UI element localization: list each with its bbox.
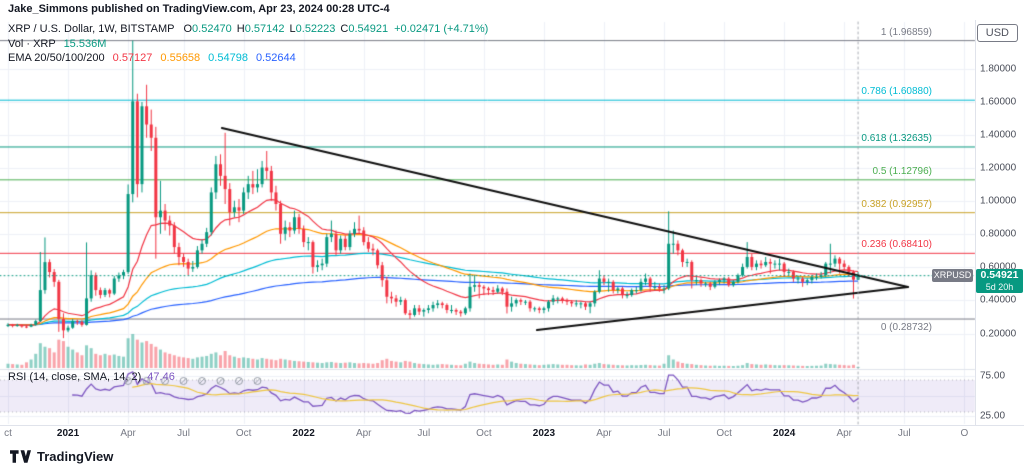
brand-lockup[interactable]: TradingView: [10, 449, 113, 464]
currency-button[interactable]: USD: [976, 24, 1018, 42]
footer-brand: TradingView: [37, 449, 114, 464]
current-price-badge: 0.54921 5d 20h: [976, 269, 1023, 293]
publisher-note: Jake_Simmons published on TradingView.co…: [8, 3, 390, 15]
time-axis-label: ct: [4, 428, 12, 439]
time-axis-label: Jul: [177, 428, 190, 439]
price-axis-label: 1.00000: [980, 195, 1017, 207]
time-axis-label: Oct: [476, 428, 492, 439]
ema-value: 0.52644: [255, 52, 296, 64]
price-axis-label: 0.80000: [980, 228, 1017, 240]
tradingview-logo-icon: [10, 450, 31, 463]
symbol-price-badge: XRPUSD: [932, 269, 973, 282]
price-axis-label: 1.20000: [980, 162, 1017, 174]
bar-countdown: 5d 20h: [985, 282, 1014, 292]
low-value: 0.52223: [295, 23, 336, 35]
rsi-axis-label: 75.00: [980, 370, 1006, 382]
price-axis-label: 0.20000: [980, 328, 1017, 339]
high-value: 0.57142: [244, 23, 285, 35]
open-value: 0.52470: [192, 23, 232, 35]
time-axis-label: 2022: [292, 428, 315, 439]
time-axis-label: Jul: [417, 428, 431, 439]
low-label: L: [289, 23, 296, 35]
open-label: O: [183, 23, 193, 35]
ema-value: 0.54798: [208, 52, 248, 64]
price-axis-label: 0.60000: [980, 261, 1017, 273]
high-label: H: [236, 23, 245, 35]
rsi-label: RSI (14, close, SMA, 14, 2): [8, 371, 142, 383]
ema-legend: EMA 20/50/100/200 0.57127 0.55658 0.54798 0.…: [8, 52, 296, 64]
price-axis-label: 1.40000: [980, 129, 1017, 141]
price-axis[interactable]: 1.80000 1.60000 1.40000 1.20000 1.00000 0.800…: [975, 20, 1024, 443]
time-axis-label: Apr: [836, 428, 852, 439]
current-price: 0.54921: [980, 269, 1019, 281]
time-axis-label: Oct: [716, 428, 732, 439]
ema-values: 0.57127 0.55658 0.54798 0.52644: [105, 52, 296, 64]
close-label: C: [340, 23, 349, 35]
time-axis-label: 2024: [773, 428, 796, 439]
symbol-title: XRP / U.S. Dollar, 1W, BITSTAMP: [8, 23, 175, 35]
ema-label: EMA 20/50/100/200: [8, 52, 105, 64]
time-axis-label: O: [960, 428, 969, 439]
time-axis-label: Apr: [355, 428, 372, 439]
rsi-axis-label: 25.00: [980, 410, 1006, 422]
time-axis-label: 2023: [532, 428, 556, 439]
time-axis-label: Oct: [235, 428, 252, 439]
rsi-value: 47.46: [147, 371, 175, 383]
ema-value: 0.57127: [112, 52, 153, 64]
volume-legend: Vol · XRP 15.536M: [8, 38, 106, 50]
footer-bar: TradingView: [0, 443, 1024, 472]
price-axis-label: 1.80000: [980, 63, 1017, 75]
close-value: 0.54921: [348, 23, 389, 35]
time-axis-label: Jul: [657, 428, 671, 439]
ema-value: 0.55658: [160, 52, 201, 64]
price-axis-label: 1.60000: [980, 96, 1017, 108]
time-axis-label: Apr: [120, 428, 136, 439]
time-axis-label: 2021: [56, 428, 80, 439]
time-axis[interactable]: ct 2021 Apr Jul Oct 2022 Apr Jul Oct 2023 Apr Jul Oc…: [0, 425, 1024, 444]
volume-label: Vol · XRP: [8, 38, 56, 50]
time-axis-label: Apr: [596, 428, 612, 439]
chart-legend: XRP / U.S. Dollar, 1W, BITSTAMP O0.52470 H…: [8, 23, 488, 35]
volume-value: 15.536M: [63, 38, 107, 50]
header-bar: Jake_Simmons published on TradingView.co…: [0, 0, 1024, 20]
time-axis-label: Jul: [897, 428, 911, 439]
change-value: +0.02471 (+4.71%): [394, 23, 489, 35]
price-axis-label: 0.40000: [980, 294, 1017, 306]
rsi-legend: RSI (14, close, SMA, 14, 2) 47.46: [8, 371, 175, 383]
